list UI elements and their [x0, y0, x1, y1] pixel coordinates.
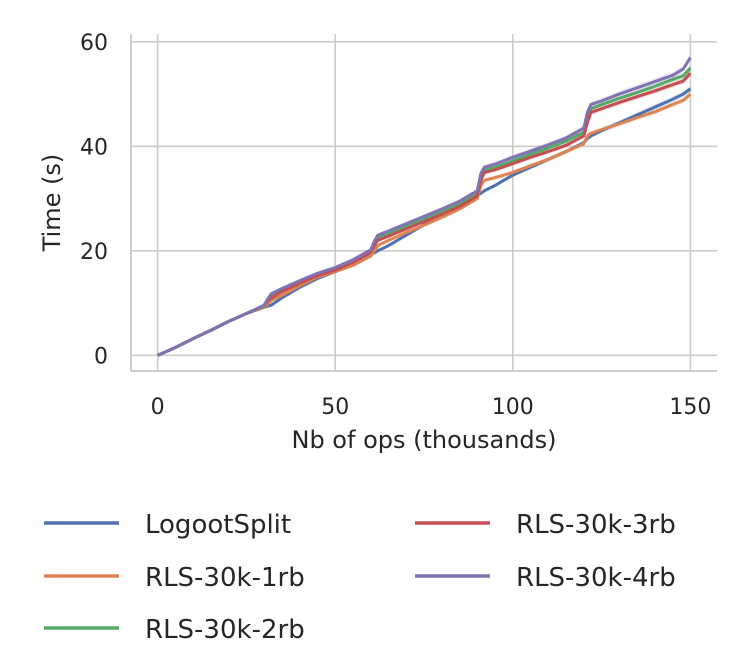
- legend-label: RLS-30k-2rb: [145, 615, 305, 645]
- legend-label: RLS-30k-4rb: [516, 563, 676, 593]
- series-band: [157, 69, 691, 356]
- x-axis-label: Nb of ops (thousands): [291, 426, 556, 454]
- y-axis-ticks: 0 20 40 60: [80, 31, 108, 369]
- y-tick-label: 0: [94, 344, 108, 369]
- legend-label: LogootSplit: [145, 510, 291, 540]
- series-line: [157, 72, 692, 357]
- legend-label: RLS-30k-1rb: [145, 563, 305, 593]
- series-line: [157, 66, 692, 357]
- series-band: [157, 85, 691, 356]
- grid: [131, 34, 717, 371]
- series-line: [157, 56, 692, 357]
- series-band: [157, 53, 691, 356]
- y-tick-label: 40: [80, 135, 108, 160]
- x-tick-label: 150: [669, 395, 711, 420]
- y-tick-label: 60: [80, 31, 108, 56]
- legend: LogootSplit RLS-30k-1rb RLS-30k-2rb RLS-30k…: [44, 510, 676, 645]
- legend-label: RLS-30k-3rb: [516, 510, 676, 540]
- confidence-bands: [157, 53, 691, 356]
- y-tick-label: 20: [80, 240, 108, 265]
- x-tick-label: 0: [151, 395, 165, 420]
- x-tick-label: 100: [492, 395, 534, 420]
- x-axis-ticks: 0 50 100 150: [151, 395, 712, 420]
- x-tick-label: 50: [321, 395, 349, 420]
- y-axis-label: Time (s): [38, 154, 66, 253]
- series-lines: [157, 56, 692, 357]
- axis-spines: [130, 34, 717, 372]
